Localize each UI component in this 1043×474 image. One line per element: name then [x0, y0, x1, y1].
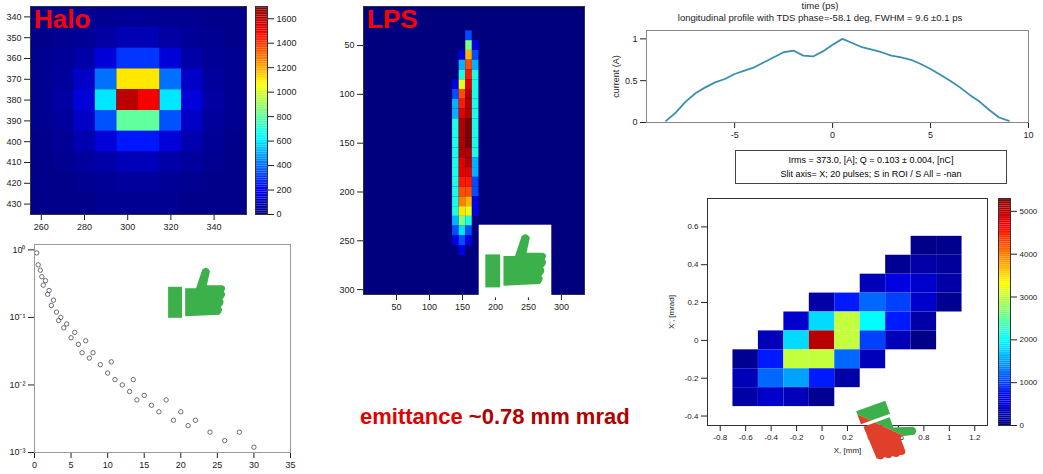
svg-text:-0.8: -0.8	[713, 433, 727, 442]
svg-text:800: 800	[277, 111, 292, 121]
svg-text:0.2: 0.2	[687, 298, 699, 307]
svg-text:1200: 1200	[277, 63, 297, 73]
svg-text:5: 5	[69, 460, 74, 470]
svg-text:100: 100	[339, 89, 354, 99]
svg-text:250: 250	[521, 302, 536, 312]
svg-text:400: 400	[6, 137, 21, 147]
svg-text:10⁰: 10⁰	[12, 245, 25, 255]
svg-text:360: 360	[6, 53, 21, 63]
svg-text:-0.4: -0.4	[685, 412, 699, 421]
svg-text:0: 0	[1020, 421, 1025, 430]
svg-text:1: 1	[947, 433, 952, 442]
svg-text:1: 1	[632, 34, 637, 44]
svg-text:0: 0	[830, 130, 835, 140]
svg-text:250: 250	[339, 236, 354, 246]
html-text:emittance ~0.78 mm mrad: emittance ~0.78 mm mrad	[360, 404, 630, 429]
svg-text:-5: -5	[731, 130, 739, 140]
svg-text:340: 340	[6, 12, 21, 22]
svg-text:0: 0	[277, 209, 282, 219]
svg-text:-0.4: -0.4	[764, 433, 778, 442]
svg-text:4000: 4000	[1020, 250, 1038, 259]
html-text:Irms = 373.0, [A]; Q = 0.103 ±: Irms = 373.0, [A]; Q = 0.103 ± 0.004, [n…	[788, 155, 954, 165]
svg-text:X, [mm]: X, [mm]	[834, 446, 862, 455]
svg-text:15: 15	[139, 460, 149, 470]
svg-text:-0.2: -0.2	[685, 374, 699, 383]
svg-text:0: 0	[820, 433, 825, 442]
svg-text:-0.2: -0.2	[790, 433, 804, 442]
svg-text:1600: 1600	[277, 14, 297, 24]
svg-text:0.4: 0.4	[687, 260, 699, 269]
svg-text:35: 35	[285, 460, 295, 470]
svg-text:10: 10	[103, 460, 113, 470]
svg-text:3000: 3000	[1020, 293, 1038, 302]
svg-text:50: 50	[344, 40, 354, 50]
svg-text:30: 30	[249, 460, 259, 470]
svg-text:5: 5	[928, 130, 933, 140]
svg-text:0: 0	[632, 117, 637, 127]
svg-text:0.2: 0.2	[842, 433, 854, 442]
html-text:LPS: LPS	[367, 4, 418, 34]
svg-text:340: 340	[207, 222, 222, 232]
html-text:time (ps): time (ps)	[801, 0, 839, 11]
svg-text:5000: 5000	[1020, 207, 1038, 216]
svg-text:100: 100	[422, 302, 437, 312]
svg-text:150: 150	[339, 138, 354, 148]
svg-text:300: 300	[120, 222, 135, 232]
svg-text:1000: 1000	[277, 87, 297, 97]
svg-text:370: 370	[6, 74, 21, 84]
svg-text:25: 25	[212, 460, 222, 470]
svg-text:280: 280	[77, 222, 92, 232]
svg-text:10: 10	[1023, 130, 1033, 140]
svg-text:430: 430	[6, 199, 21, 209]
svg-text:150: 150	[455, 302, 470, 312]
svg-text:200: 200	[277, 185, 292, 195]
svg-text:2000: 2000	[1020, 335, 1038, 344]
svg-text:260: 260	[34, 222, 49, 232]
svg-text:380: 380	[6, 95, 21, 105]
svg-text:0: 0	[32, 460, 37, 470]
svg-text:current (A): current (A)	[611, 55, 621, 98]
svg-text:1400: 1400	[277, 38, 297, 48]
svg-text:0.6: 0.6	[687, 222, 699, 231]
svg-text:-0.6: -0.6	[739, 433, 753, 442]
svg-text:0.5: 0.5	[625, 76, 638, 86]
svg-text:20: 20	[176, 460, 186, 470]
svg-text:350: 350	[6, 33, 21, 43]
svg-text:200: 200	[488, 302, 503, 312]
svg-text:400: 400	[277, 160, 292, 170]
svg-text:410: 410	[6, 157, 21, 167]
html-text:Halo: Halo	[34, 4, 91, 34]
html-text:longitudinal profile with TDS: longitudinal profile with TDS phase=-58.…	[677, 12, 963, 23]
svg-text:1000: 1000	[1020, 378, 1038, 387]
html-text:Slit axis= X; 20 pulses; S in: Slit axis= X; 20 pulses; S in ROI / S Al…	[780, 169, 962, 179]
svg-text:50: 50	[391, 302, 401, 312]
svg-text:0: 0	[694, 336, 699, 345]
svg-text:10⁻²: 10⁻²	[9, 380, 25, 390]
svg-text:X', [mrad]: X', [mrad]	[667, 295, 676, 329]
svg-text:10⁻¹: 10⁻¹	[9, 312, 25, 322]
svg-text:300: 300	[554, 302, 569, 312]
svg-text:420: 420	[6, 178, 21, 188]
svg-text:320: 320	[163, 222, 178, 232]
svg-text:1.2: 1.2	[969, 433, 981, 442]
svg-text:390: 390	[6, 116, 21, 126]
svg-text:300: 300	[339, 284, 354, 294]
svg-text:200: 200	[339, 187, 354, 197]
svg-text:600: 600	[277, 136, 292, 146]
svg-text:10⁻³: 10⁻³	[9, 447, 25, 457]
svg-text:0.8: 0.8	[918, 433, 930, 442]
